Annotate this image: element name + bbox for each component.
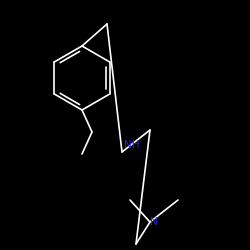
Text: N: N: [150, 217, 158, 227]
Text: NH: NH: [124, 140, 140, 150]
